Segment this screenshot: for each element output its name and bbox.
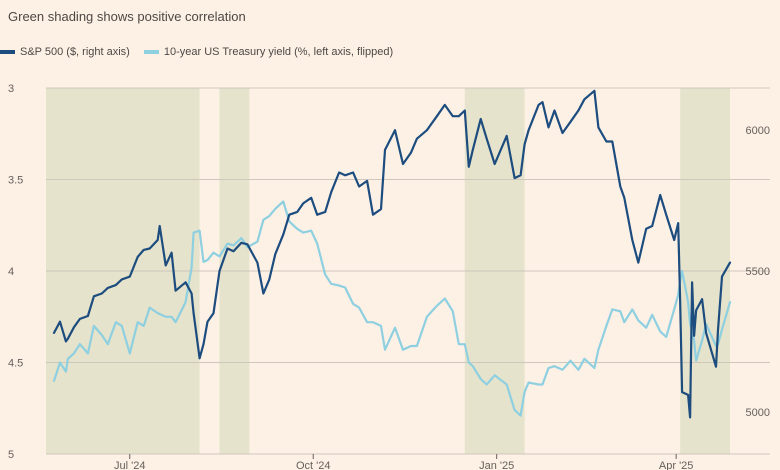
x-tick-label: Apr '25 xyxy=(659,460,694,470)
y-right-tick-label: 5500 xyxy=(746,266,770,278)
x-axis: Jul '24 Oct '24 Jan '25 Apr '25 xyxy=(114,454,693,470)
x-tick-label: Jan '25 xyxy=(479,460,514,470)
y-right-tick-label: 5000 xyxy=(746,407,770,419)
x-tick-label: Jul '24 xyxy=(114,460,145,470)
x-tick-label: Oct '24 xyxy=(296,460,331,470)
y-left-tick-label: 3 xyxy=(8,83,14,95)
y-axis-left: 3 3.5 4 4.5 5 xyxy=(8,83,23,461)
y-right-tick-label: 6000 xyxy=(746,125,770,137)
y-axis-right: 5000 5500 6000 xyxy=(746,125,770,419)
line-chart: Jul '24 Oct '24 Jan '25 Apr '25 3 3.5 4 4.5 5 5… xyxy=(0,0,780,470)
y-left-tick-label: 4 xyxy=(8,266,14,278)
y-left-tick-label: 5 xyxy=(8,449,14,461)
y-left-tick-label: 4.5 xyxy=(8,358,23,370)
y-left-tick-label: 3.5 xyxy=(8,175,23,187)
